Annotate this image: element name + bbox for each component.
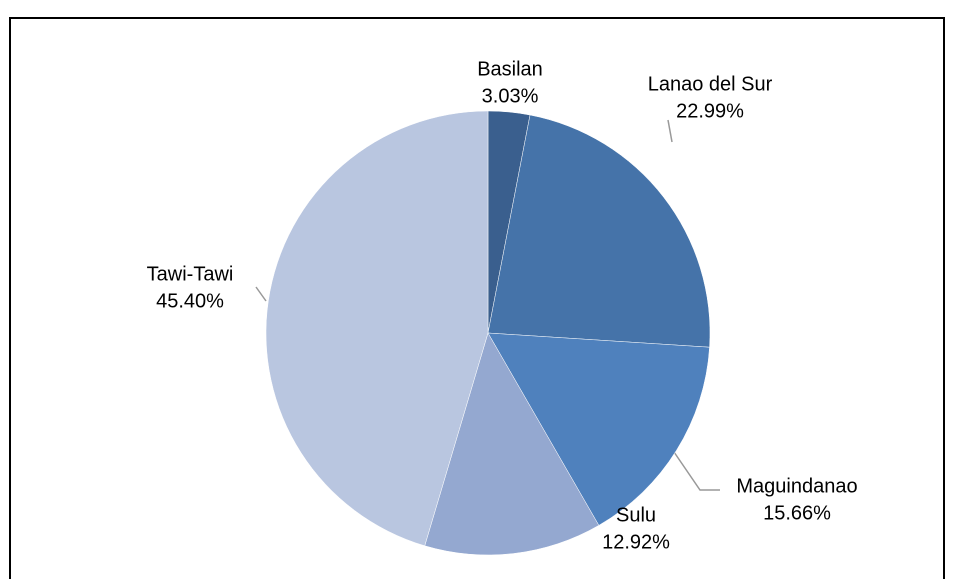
leader-line	[667, 119, 673, 143]
leader-line	[673, 451, 720, 491]
slice-label-value: 12.92%	[602, 531, 670, 553]
slice-label-name: Lanao del Sur	[648, 73, 773, 95]
slice-label-value: 45.40%	[156, 290, 224, 312]
slice-label-value: 3.03%	[482, 85, 539, 107]
pie-slice	[487, 114, 711, 348]
pie-slice	[487, 332, 710, 526]
slice-label-name: Sulu	[616, 504, 656, 526]
leader-line	[255, 286, 267, 302]
slice-label-name: Tawi-Tawi	[147, 263, 234, 285]
slice-label-value: 22.99%	[676, 100, 744, 122]
slice-label-name: Basilan	[477, 58, 543, 80]
slice-label-name: Maguindanao	[736, 475, 857, 497]
pie-slice	[265, 110, 489, 547]
pie-slice	[424, 332, 600, 556]
slices	[265, 110, 711, 556]
slice-label-value: 15.66%	[763, 502, 831, 524]
labels: Basilan 3.03% Lanao del Sur 22.99% Maguindan…	[147, 58, 858, 553]
